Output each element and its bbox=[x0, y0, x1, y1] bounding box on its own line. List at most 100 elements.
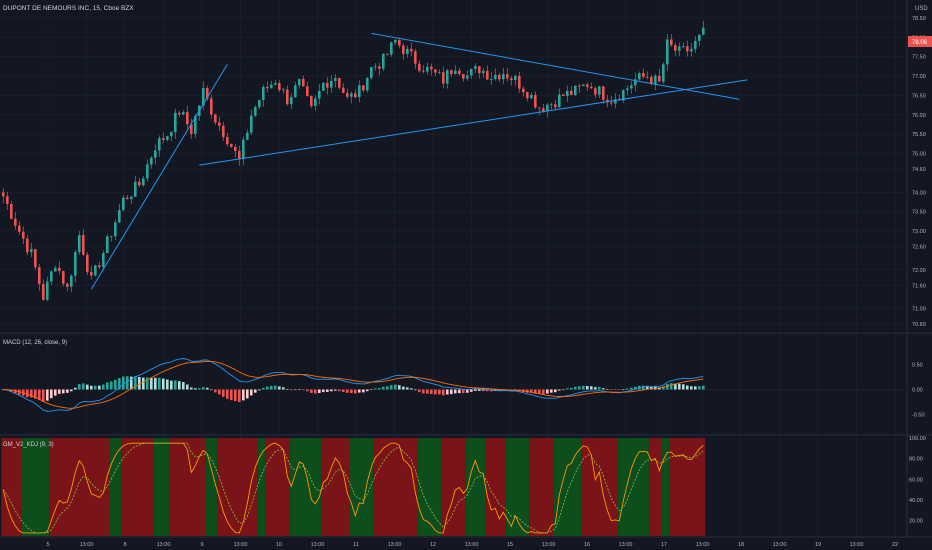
time-tick-label: 13:00 bbox=[234, 542, 248, 548]
price-tick-label: 74.60 bbox=[912, 167, 926, 173]
price-tick-label: 77.00 bbox=[912, 74, 926, 80]
price-tick-label: 77.50 bbox=[912, 55, 926, 61]
price-tick-label: 71.60 bbox=[912, 283, 926, 289]
macd-bar bbox=[682, 384, 685, 390]
candle-body bbox=[510, 78, 513, 81]
candle-body bbox=[354, 93, 357, 98]
candle-body bbox=[134, 181, 137, 197]
candle-body bbox=[70, 275, 73, 287]
candle-body bbox=[694, 40, 697, 49]
macd-bar bbox=[594, 387, 597, 390]
candle-body bbox=[66, 283, 69, 287]
macd-bar bbox=[106, 382, 109, 390]
candle-body bbox=[162, 138, 165, 141]
candle-body bbox=[502, 74, 505, 80]
kdj-band bbox=[109, 438, 122, 536]
macd-bar bbox=[310, 389, 313, 393]
candle-body bbox=[218, 122, 221, 126]
macd-bar bbox=[374, 388, 377, 390]
candle-body bbox=[158, 138, 161, 151]
macd-bar bbox=[626, 388, 629, 390]
macd-bar bbox=[202, 387, 205, 390]
macd-bar bbox=[486, 389, 489, 392]
candle-body bbox=[610, 102, 613, 104]
time-axis[interactable]: 5 13:00 8 13:00 9 13:00 10 13:00 11 13:00 12 13:00 1… bbox=[46, 542, 898, 548]
macd-bar bbox=[478, 389, 481, 391]
macd-bar bbox=[274, 385, 277, 390]
macd-bar bbox=[378, 388, 381, 390]
candle-body bbox=[270, 84, 273, 89]
candle-body bbox=[314, 98, 317, 106]
macd-bar bbox=[46, 389, 49, 401]
candle-body bbox=[230, 144, 233, 147]
candle-body bbox=[650, 77, 653, 84]
price-axis[interactable]: 78.5078.0077.5077.0076.5076.0075.5075.00… bbox=[909, 16, 926, 525]
candle-body bbox=[530, 94, 533, 99]
time-tick-label: 13:00 bbox=[80, 542, 94, 548]
candle-body bbox=[666, 39, 669, 65]
kdj-lines bbox=[2, 442, 704, 534]
candle-body bbox=[174, 112, 177, 133]
macd-bar bbox=[570, 387, 573, 390]
candle-body bbox=[26, 238, 29, 253]
currency-label: USD bbox=[915, 6, 928, 12]
candle-body bbox=[438, 72, 441, 74]
candle-body bbox=[522, 88, 525, 93]
candle-body bbox=[430, 66, 433, 70]
macd-bar bbox=[686, 385, 689, 390]
macd-bar bbox=[342, 389, 345, 392]
kdj-band bbox=[485, 438, 506, 536]
macd-bar bbox=[254, 389, 257, 393]
candle-body bbox=[94, 265, 97, 276]
time-tick-label: 17 bbox=[661, 542, 667, 548]
macd-bar bbox=[466, 389, 469, 393]
macd-bar bbox=[610, 389, 613, 391]
macd-bar bbox=[474, 389, 477, 391]
kdj-band bbox=[121, 438, 154, 536]
candle-body bbox=[330, 80, 333, 88]
candle-body bbox=[450, 70, 453, 75]
price-tick-label: 73.00 bbox=[912, 229, 926, 235]
candle-body bbox=[170, 132, 173, 137]
macd-bar bbox=[230, 389, 233, 401]
candle-body bbox=[182, 112, 185, 115]
macd-bar bbox=[370, 389, 373, 391]
candle-body bbox=[342, 87, 345, 93]
macd-bar bbox=[162, 378, 165, 390]
candle-body bbox=[698, 34, 701, 41]
macd-bar bbox=[614, 389, 617, 391]
macd-bar bbox=[154, 377, 157, 390]
macd-bar bbox=[670, 383, 673, 390]
macd-bar bbox=[470, 389, 473, 392]
candle-body bbox=[302, 78, 305, 87]
macd-bar bbox=[446, 389, 449, 395]
candle-body bbox=[594, 88, 597, 95]
candle-body bbox=[246, 132, 249, 140]
kdj-band bbox=[581, 438, 618, 536]
macd-tick-label: -0.50 bbox=[912, 413, 925, 419]
kdj-band bbox=[669, 438, 706, 536]
macd-bar bbox=[690, 386, 693, 390]
candle-body bbox=[154, 150, 157, 158]
candle-body bbox=[42, 283, 45, 300]
candle-body bbox=[6, 196, 9, 205]
kdj-band bbox=[169, 438, 206, 536]
macd-bar bbox=[298, 389, 301, 391]
macd-bar bbox=[386, 386, 389, 390]
macd-bar bbox=[174, 380, 177, 390]
macd-bar bbox=[226, 389, 229, 399]
kdj-band bbox=[1, 438, 22, 536]
candle-body bbox=[226, 137, 229, 145]
signal-line bbox=[3, 360, 704, 409]
macd-bar bbox=[118, 378, 121, 390]
candle-body bbox=[242, 139, 245, 160]
trendlines[interactable] bbox=[90, 32, 748, 290]
candle-body bbox=[206, 87, 209, 99]
candle-body bbox=[538, 107, 541, 109]
candle-body bbox=[518, 75, 521, 89]
macd-bar bbox=[278, 386, 281, 390]
candle-body bbox=[426, 66, 429, 72]
price-tick-label: 72.00 bbox=[912, 268, 926, 274]
macd-bar bbox=[394, 384, 397, 390]
